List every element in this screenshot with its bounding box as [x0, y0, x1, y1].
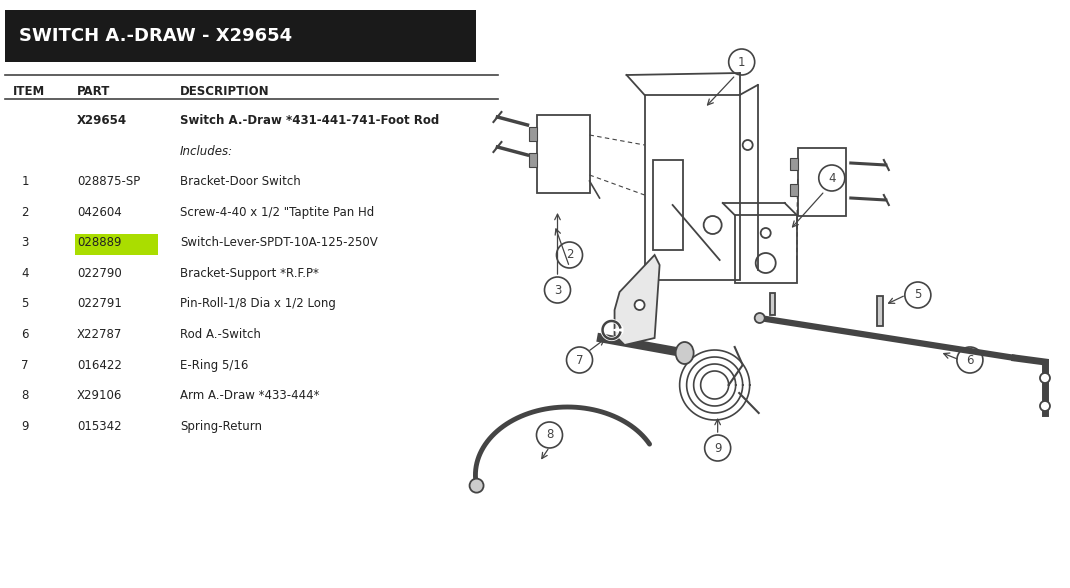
Text: 3: 3	[554, 283, 561, 296]
Text: Spring-Return: Spring-Return	[180, 420, 262, 433]
Circle shape	[754, 313, 765, 323]
Text: 8: 8	[21, 389, 29, 402]
Wedge shape	[612, 326, 624, 334]
Text: ITEM: ITEM	[13, 85, 45, 98]
Text: 4: 4	[21, 267, 29, 280]
Text: 7: 7	[576, 353, 583, 366]
Circle shape	[1040, 373, 1050, 383]
Text: 5: 5	[21, 298, 29, 310]
Bar	[530, 153, 537, 167]
Text: Pin-Roll-1/8 Dia x 1/2 Long: Pin-Roll-1/8 Dia x 1/2 Long	[180, 298, 336, 310]
Text: 2: 2	[21, 206, 29, 219]
Text: Includes:: Includes:	[180, 145, 233, 158]
Text: DESCRIPTION: DESCRIPTION	[180, 85, 270, 98]
Bar	[735, 215, 797, 283]
Text: Bracket-Door Switch: Bracket-Door Switch	[180, 175, 301, 188]
Text: Rod A.-Switch: Rod A.-Switch	[180, 328, 261, 341]
Text: 6: 6	[966, 353, 974, 366]
Text: 1: 1	[21, 175, 29, 188]
Text: 1: 1	[738, 55, 746, 68]
Ellipse shape	[675, 342, 693, 364]
Polygon shape	[614, 255, 659, 345]
Text: 015342: 015342	[77, 420, 122, 433]
Text: X22787: X22787	[77, 328, 122, 341]
Text: 016422: 016422	[77, 359, 122, 372]
Text: Switch-Lever-SPDT-10A-125-250V: Switch-Lever-SPDT-10A-125-250V	[180, 236, 378, 249]
Circle shape	[470, 479, 484, 493]
Text: 042604: 042604	[77, 206, 122, 219]
FancyBboxPatch shape	[75, 234, 158, 255]
Text: 2: 2	[566, 249, 574, 262]
Bar	[530, 127, 537, 141]
Text: 7: 7	[21, 359, 29, 372]
Text: 6: 6	[21, 328, 29, 341]
Text: 3: 3	[21, 236, 29, 249]
Text: X29106: X29106	[77, 389, 122, 402]
Bar	[876, 296, 883, 326]
Bar	[790, 158, 798, 170]
Text: 028875-SP: 028875-SP	[77, 175, 140, 188]
Bar	[644, 95, 739, 280]
Text: E-Ring 5/16: E-Ring 5/16	[180, 359, 248, 372]
Text: X29654: X29654	[77, 114, 127, 127]
Text: SWITCH A.-DRAW - X29654: SWITCH A.-DRAW - X29654	[19, 27, 292, 45]
Text: 022791: 022791	[77, 298, 122, 310]
Text: 5: 5	[914, 289, 921, 302]
Bar	[790, 184, 798, 196]
Text: Arm A.-Draw *433-444*: Arm A.-Draw *433-444*	[180, 389, 319, 402]
FancyBboxPatch shape	[5, 10, 476, 62]
Text: 8: 8	[546, 429, 553, 442]
Text: PART: PART	[77, 85, 110, 98]
Bar	[653, 160, 683, 250]
Text: 4: 4	[828, 172, 836, 185]
Bar	[537, 115, 590, 193]
Text: 9: 9	[21, 420, 29, 433]
Text: 022790: 022790	[77, 267, 122, 280]
Text: 9: 9	[714, 442, 721, 455]
Text: 028889: 028889	[77, 236, 122, 249]
Bar	[769, 293, 775, 315]
Bar	[798, 148, 845, 216]
Circle shape	[635, 300, 644, 310]
Circle shape	[1040, 401, 1050, 411]
Text: Switch A.-Draw *431-441-741-Foot Rod: Switch A.-Draw *431-441-741-Foot Rod	[180, 114, 439, 127]
Text: Bracket-Support *R.F.P*: Bracket-Support *R.F.P*	[180, 267, 319, 280]
Text: Screw-4-40 x 1/2 "Taptite Pan Hd: Screw-4-40 x 1/2 "Taptite Pan Hd	[180, 206, 374, 219]
